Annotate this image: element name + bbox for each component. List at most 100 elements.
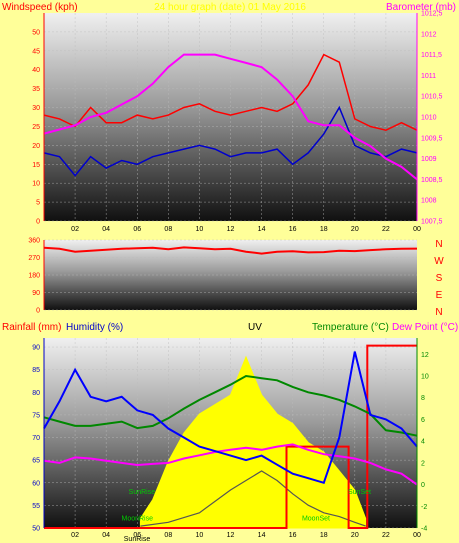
uv-area	[139, 355, 367, 529]
humidity-y-tick-label: 80	[32, 390, 40, 397]
direction-y-tick-label: 270	[28, 255, 40, 262]
uv-ylabel: UV	[248, 322, 262, 333]
wind-y-tick-label: 20	[32, 143, 40, 150]
wind-y-tick-label: 10	[32, 181, 40, 188]
wind-x-tick-label: 14	[258, 226, 266, 233]
direction-y-tick-label: 360	[28, 238, 40, 245]
wind-y-tick-label: 25	[32, 124, 40, 131]
compass-label: W	[434, 256, 444, 267]
barometer-y-tick-label: 1009	[421, 156, 437, 163]
temperature-y-tick-label: 10	[421, 374, 429, 381]
barometer-y-tick-label: 1009,5	[421, 135, 443, 142]
conditions-x-tick-label: 16	[289, 532, 297, 539]
conditions-x-ticks: 02 04 06 08 10 12 14 16 18 20 22 00	[71, 532, 421, 539]
wind-y-tick-label: 35	[32, 86, 40, 93]
humidity-y-tick-label: 60	[32, 480, 40, 487]
temperature-y-tick-label: 12	[421, 352, 429, 359]
wind-x-tick-label: 20	[351, 226, 359, 233]
wind-x-tick-label: 08	[164, 226, 172, 233]
barometer-y-tick-label: 1011,5	[421, 52, 442, 59]
compass-label: S	[436, 273, 443, 284]
wind-x-tick-label: 06	[133, 226, 141, 233]
conditions-x-tick-label: 04	[102, 532, 110, 539]
temperature-y-tick-label: -2	[421, 504, 427, 511]
barometer-y-tick-label: 1008,5	[421, 177, 443, 184]
wind-y-tick-label: 30	[32, 105, 40, 112]
conditions-x-tick-label: 06	[133, 532, 141, 539]
conditions-x-tick-label: 00	[413, 532, 421, 539]
wind-y-ticks: 0 5 10 15 20 25 30 35 40 45 50	[32, 29, 40, 225]
gust-line	[43, 53, 418, 131]
humidity-y-tick-label: 50	[32, 526, 40, 533]
wind-y-tick-label: 40	[32, 67, 40, 74]
temperature-y-tick-label: -4	[421, 526, 427, 533]
conditions-x-tick-label: 08	[164, 532, 172, 539]
conditions-x-tick-label: 18	[320, 532, 328, 539]
wind-series	[43, 53, 418, 181]
rain-line	[44, 344, 417, 529]
conditions-x-tick-label: 02	[71, 532, 79, 539]
temperature-line	[43, 374, 418, 437]
wind-x-tick-label: 12	[227, 226, 235, 233]
wind-y-tick-label: 15	[32, 162, 40, 169]
wind-panel: Windspeed (kph) 24 hour graph (date) 01 …	[2, 2, 456, 233]
humidity-y-tick-label: 75	[32, 412, 40, 419]
temperature-y-tick-label: 4	[421, 439, 425, 446]
wind-x-tick-label: 16	[289, 226, 297, 233]
conditions-series	[43, 344, 418, 529]
temperature-y-ticks: -4 -2 0 2 4 6 8 10 12	[421, 352, 429, 533]
direction-y-tick-label: 0	[36, 308, 40, 315]
annotation-label: MoonSet	[302, 515, 330, 522]
barometer-y-ticks: 1007,5 1008 1008,5 1009 1009,5 1010 1010,5 1011…	[421, 11, 443, 226]
temperature-y-tick-label: 2	[421, 460, 425, 467]
wind-x-tick-label: 22	[382, 226, 390, 233]
conditions-panel: Rainfall (mm) Humidity (%) UV Temperatur…	[2, 322, 458, 543]
wind-y-tick-label: 50	[32, 29, 40, 36]
barometer-y-tick-label: 1010	[421, 115, 437, 122]
compass-label: N	[435, 239, 442, 250]
conditions-x-tick-label: 20	[351, 532, 359, 539]
direction-y-ticks: 0 90 180 270 360	[28, 238, 40, 315]
barometer-y-tick-label: 1007,5	[421, 219, 443, 226]
wind-title: 24 hour graph (date) 01 May 2016	[154, 2, 306, 13]
dewpoint-ylabel: Dew Point (°C)	[392, 322, 458, 333]
humidity-y-tick-label: 70	[32, 435, 40, 442]
conditions-x-tick-label: 12	[227, 532, 235, 539]
wind-x-tick-label: 02	[71, 226, 79, 233]
annotation-label: MoonRise	[121, 515, 153, 522]
barometer-ylabel: Barometer (mb)	[386, 2, 456, 13]
wind-y-tick-label: 45	[32, 48, 40, 55]
wind-x-ticks: 02 04 06 08 10 12 14 16 18 20 22 00	[71, 226, 421, 233]
wind-y-tick-label: 0	[36, 219, 40, 226]
wind-x-tick-label: 18	[320, 226, 328, 233]
wind-ylabel: Windspeed (kph)	[2, 2, 78, 13]
dewpoint-line	[43, 443, 418, 486]
wind-line	[43, 105, 418, 177]
conditions-x-tick-label: 10	[196, 532, 204, 539]
direction-y-tick-label: 180	[28, 273, 40, 280]
barometer-y-tick-label: 1010,5	[421, 94, 443, 101]
direction-y-tick-label: 90	[32, 290, 40, 297]
barometer-y-tick-label: 1011	[421, 73, 436, 80]
bottom-sunrise-label: SunRise	[124, 536, 151, 543]
solar-line	[140, 470, 366, 527]
humidity-line	[43, 351, 418, 485]
wind-x-tick-label: 04	[102, 226, 110, 233]
barometer-y-tick-label: 1012	[421, 31, 437, 38]
humidity-y-tick-label: 55	[32, 503, 40, 510]
annotation-label: SunSet	[348, 489, 371, 496]
annotation-label: SunRise	[129, 489, 156, 496]
humidity-y-tick-label: 85	[32, 367, 40, 374]
humidity-y-ticks: 50 55 60 65 70 75 80 85 90	[32, 345, 40, 533]
compass-label: E	[436, 290, 443, 301]
direction-series	[43, 246, 418, 255]
humidity-y-tick-label: 65	[32, 458, 40, 465]
rainfall-ylabel: Rainfall (mm)	[2, 322, 61, 333]
humidity-y-tick-label: 90	[32, 345, 40, 352]
wind-x-tick-label: 00	[413, 226, 421, 233]
temperature-ylabel: Temperature (°C)	[312, 322, 389, 333]
conditions-x-tick-label: 22	[382, 532, 390, 539]
